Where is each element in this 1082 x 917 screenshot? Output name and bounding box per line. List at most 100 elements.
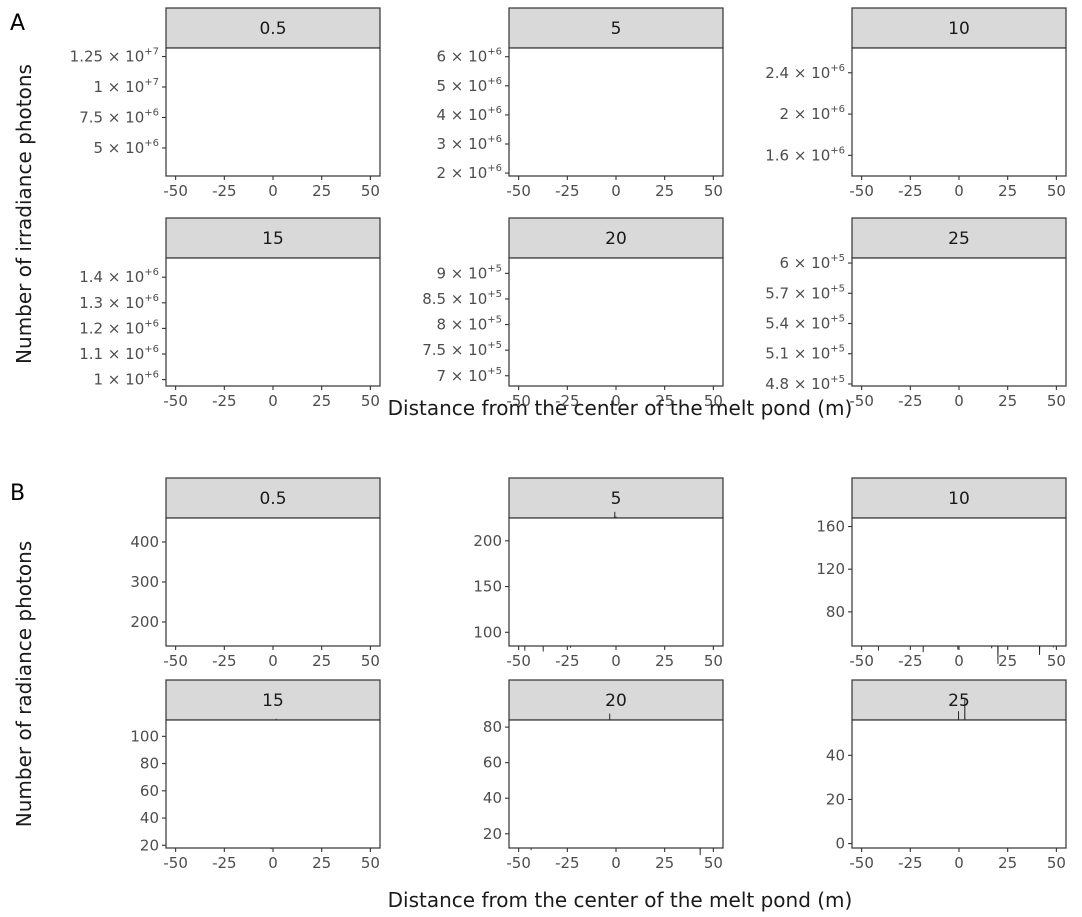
charta-facet-15-y-tick-label: 1 × 10+6: [94, 370, 160, 389]
chartb-facet-10-strip: [851, 477, 1067, 519]
chartb-facet-15-x-tick-label: 50: [361, 854, 380, 872]
y-axis-label-a: Number of irradiance photons: [12, 64, 36, 364]
charta-facet-10-y-tick-label: 1.6 × 10+6: [765, 145, 845, 164]
chartb-facet-20-y-tick-label: 20: [483, 825, 502, 843]
charta-facet-15-x-tick-label: 25: [312, 392, 331, 410]
charta-facet-5-y-tick-label: 6 × 10+6: [437, 47, 503, 66]
charta-facet-5-strip-label: 5: [611, 19, 622, 39]
chartb-facet-25-y-tick-label: 20: [826, 790, 845, 808]
charta-facet-0_5-y-tick-label: 1 × 10+7: [94, 77, 160, 96]
charta-facet-25-border: [851, 257, 1067, 387]
charta-facet-25-x-tick-label: -25: [898, 392, 923, 410]
chartb-facet-15-y-tick-label: 60: [140, 782, 159, 800]
chartb-facet-25-x-tick-label: 0: [954, 854, 964, 872]
charta-facet-20-strip-label: 20: [605, 229, 627, 249]
chartb-facet-20-y-tick-label: 40: [483, 789, 502, 807]
charta-facet-25: 25 -50 -25 0 25 50 4.8 × 10+5 5.1 × 10+5 5.4 × 1…: [765, 217, 1067, 410]
chartb-facet-15-y-tick-label: 100: [130, 727, 159, 745]
charta-facet-15-y-tick-label: 1.1 × 10+6: [79, 344, 159, 363]
chartb-facet-10-border: [851, 517, 1067, 647]
chartb-facet-20-y-tick-label: 80: [483, 718, 502, 736]
charta-facet-10: 10 -50 -25 0 25 50 1.6 × 10+6 2 × 10+6 2.4 × 10+…: [765, 7, 1067, 200]
charta-facet-25-y-tick-label: 5.4 × 10+5: [765, 314, 845, 333]
chartb-facet-20-x-tick-label: 0: [611, 854, 621, 872]
charta-facet-20-x-tick-label: 25: [655, 392, 674, 410]
panel-label-b: B: [10, 481, 25, 506]
chartb-facet-10-x-tick-label: 25: [998, 652, 1017, 670]
charta-facet-5-y-tick-label: 4 × 10+6: [437, 105, 503, 124]
chartb-facet-25-y-tick-label: 0: [835, 835, 845, 853]
chartb-facet-5-strip: [508, 477, 724, 519]
chartb-facet-0_5-x-tick-label: 0: [268, 652, 278, 670]
chartb-facet-0_5-strip: [165, 477, 381, 519]
chartb-facet-25-x-tick-label: -25: [898, 854, 923, 872]
charta-facet-5-border: [508, 47, 724, 177]
charta-facet-25-x-tick-label: 50: [1047, 392, 1066, 410]
charta-facet-10-x-tick-label: 0: [954, 182, 964, 200]
charta-facet-0_5-strip-label: 0.5: [259, 19, 286, 39]
charta-facet-15-y-tick-label: 1.2 × 10+6: [79, 318, 159, 337]
chartb-facet-5-strip-label: 5: [611, 489, 622, 509]
x-axis-label-a: Distance from the center of the melt pon…: [388, 396, 853, 420]
charta-facet-5-y-tick-label: 2 × 10+6: [437, 163, 503, 182]
charta-facet-20-x-tick-label: -25: [555, 392, 580, 410]
charta-facet-10-x-tick-label: -25: [898, 182, 923, 200]
charta-facet-10-x-tick-label: 50: [1047, 182, 1066, 200]
chartb-facet-5-x-tick-label: -25: [555, 652, 580, 670]
charta-facet-20-x-tick-label: 0: [611, 392, 621, 410]
charta-facet-0_5-strip: [165, 7, 381, 49]
charta-facet-10-x-tick-label: 25: [998, 182, 1017, 200]
panel-label-a: A: [10, 11, 25, 36]
charta-facet-0_5-x-tick-label: 50: [361, 182, 380, 200]
charta-facet-0_5-x-tick-label: 0: [268, 182, 278, 200]
chartb-facet-0_5-x-tick-label: 50: [361, 652, 380, 670]
chartb-facet-5-y-tick-label: 200: [473, 532, 502, 550]
chartb-facet-5-y-tick-label: 150: [473, 578, 502, 596]
charta-facet-5-strip: [508, 7, 724, 49]
chartb-facet-25: 25 -50 -25 0 25 50 0 20 40: [826, 679, 1067, 872]
chartb-facet-15-x-tick-label: -25: [212, 854, 237, 872]
chartb-facet-0_5-y-tick-label: 400: [130, 533, 159, 551]
chartb-facet-25-x-tick-label: -50: [849, 854, 874, 872]
chartb-facet-10-y-tick-label: 120: [816, 560, 845, 578]
charta-facet-25-strip-label: 25: [948, 229, 970, 249]
charta-facet-10-x-tick-label: -50: [849, 182, 874, 200]
chartb-facet-0_5-strip-label: 0.5: [259, 489, 286, 509]
charta-facet-15-y-tick-label: 1.3 × 10+6: [79, 293, 159, 312]
charta-facet-5: 5 -50 -25 0 25 50 2 × 10+6 3 × 10+6 4 × 10+6 5 × …: [437, 7, 724, 200]
charta-facet-5-x-tick-label: -25: [555, 182, 580, 200]
charta-facet-5-y-tick-label: 5 × 10+6: [437, 76, 503, 95]
charta-facet-15: 15 -50 -25 0 25 50 1 × 10+6 1.1 × 10+6 1.2 × 10+…: [79, 217, 381, 410]
charta-facet-0_5-x-tick-label: -25: [212, 182, 237, 200]
charta-facet-15-x-tick-label: 50: [361, 392, 380, 410]
y-axis-label-b: Number of radiance photons: [12, 541, 36, 827]
charta-facet-10-strip-label: 10: [948, 19, 970, 39]
chartb-facet-0_5-border: [165, 517, 381, 647]
charta-facet-0_5-border: [165, 47, 381, 177]
chartb-facet-10-strip-label: 10: [948, 489, 970, 509]
charta-facet-20-y-tick-label: 7 × 10+5: [437, 366, 503, 385]
charta-facet-10-y-tick-label: 2 × 10+6: [780, 104, 846, 123]
charta-facet-15-strip: [165, 217, 381, 259]
chartb-facet-5-x-tick-label: 25: [655, 652, 674, 670]
chartb-facet-20-y-tick-label: 60: [483, 754, 502, 772]
chartb-facet-15-x-tick-label: 0: [268, 854, 278, 872]
charta-facet-0_5: 0.5 -50 -25 0 25 50 5 × 10+6 7.5 × 10+6 1 × 10+7…: [70, 7, 381, 200]
charta-facet-15-x-tick-label: -50: [163, 392, 188, 410]
chartb-facet-25-x-tick-label: 50: [1047, 854, 1066, 872]
chartb-facet-15-y-tick-label: 80: [140, 755, 159, 773]
chartb-facet-5-x-tick-label: 50: [704, 652, 723, 670]
charta-facet-20-x-tick-label: -50: [506, 392, 531, 410]
chartb-facet-15-x-tick-label: 25: [312, 854, 331, 872]
chartb-facet-10-x-tick-label: -50: [849, 652, 874, 670]
chartb-facet-25-strip-label: 25: [948, 691, 970, 711]
charta-facet-25-strip: [851, 217, 1067, 259]
charta-facet-15-y-tick-label: 1.4 × 10+6: [79, 267, 159, 286]
charta-facet-25-y-tick-label: 4.8 × 10+5: [765, 374, 845, 393]
chartb-facet-15-y-tick-label: 20: [140, 836, 159, 854]
chartb-facet-5: 5 -50 -25 0 25 50 100 150 200: [473, 477, 724, 670]
chartb-facet-25-border: [851, 719, 1067, 849]
charta-facet-5-x-tick-label: -50: [506, 182, 531, 200]
